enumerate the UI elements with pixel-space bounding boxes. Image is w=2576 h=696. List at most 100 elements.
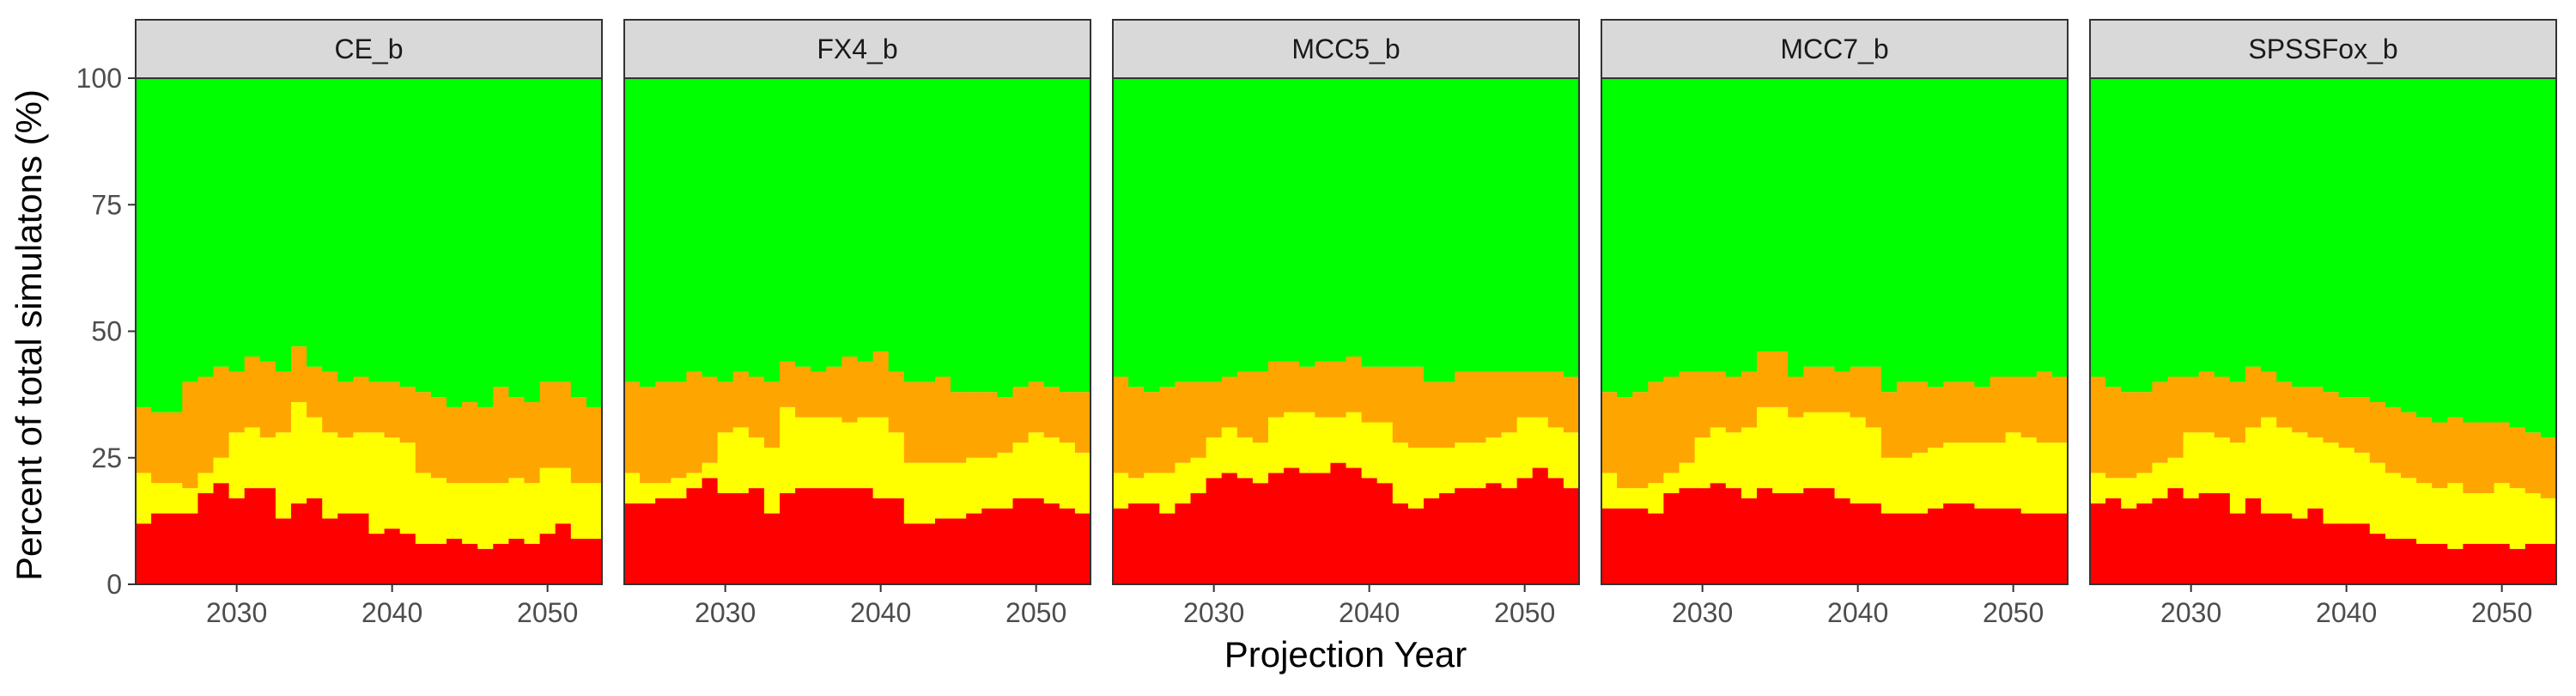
bar-orange [385,382,401,437]
bar-orange [1928,387,1944,448]
bar-red [795,488,811,584]
bar-orange [920,382,936,462]
bar-green [2354,78,2371,397]
bar-yellow [1928,448,1944,509]
bar-yellow [462,483,478,544]
bar-red [1159,514,1176,584]
bar-orange [493,387,509,483]
bar-yellow [353,432,369,513]
bar-orange [1850,367,1867,418]
bar-red [1284,468,1300,584]
bar-red [167,514,183,584]
bar-yellow [307,418,323,498]
bar-red [540,534,556,584]
bar-orange [1175,382,1191,462]
bar-red [749,488,765,584]
bar-green [2385,78,2402,407]
bar-orange [2199,372,2215,433]
bar-red [1564,488,1580,584]
bar-red [431,544,447,584]
bar-green [1835,78,1851,372]
bar-green [2021,78,2038,377]
bar-green [1803,78,1820,367]
bar-orange [1330,362,1346,418]
x-tick-label: 2050 [2471,597,2532,628]
bar-green [2037,78,2053,372]
facet-strip-label: MCC7_b [1780,34,1888,64]
bar-red [400,534,416,584]
bar-green [2541,78,2557,437]
bar-orange [1315,362,1331,418]
bar-yellow [2261,418,2277,514]
bar-red [1393,504,1409,584]
bar-green [431,78,447,397]
bar-orange [749,377,765,438]
bar-red [2416,544,2433,584]
bar-orange [1601,392,1618,473]
bar-yellow [1075,453,1091,514]
bar-green [369,78,386,382]
bar-green [571,78,587,397]
bar-green [1362,78,1378,367]
bar-green [2401,78,2417,412]
bar-green [1757,78,1773,351]
bar-yellow [935,463,951,519]
bar-green [2230,78,2246,382]
bar-orange [1237,372,1254,438]
bar-yellow [1237,437,1254,478]
bar-orange [214,367,230,458]
bar-yellow [214,458,230,483]
bar-red [1377,483,1394,584]
bar-green [1330,78,1346,362]
bar-orange [1757,351,1773,407]
bar-red [2037,514,2053,584]
bar-yellow [2385,473,2402,539]
bar-yellow [2432,488,2448,544]
bar-red [1191,493,1207,584]
bar-yellow [2006,432,2022,508]
bar-yellow [1632,488,1649,509]
bar-orange [981,392,998,458]
bar-green [151,78,167,412]
bar-yellow [2105,478,2122,498]
y-axis-title: Percent of total simulatons (%) [9,89,49,581]
bar-green [2152,78,2168,382]
bar-yellow [2494,483,2511,544]
bar-green [1617,78,1633,397]
bar-green [1517,78,1534,372]
bar-orange [1803,367,1820,412]
bar-yellow [2525,493,2542,544]
bar-red [1601,509,1618,584]
facet-strip-label: MCC5_b [1291,34,1400,64]
panel-MCC7_b: MCC7_b2030 2040 2050 [1601,20,2069,628]
bar-green [1075,78,1091,392]
bar-red [2479,544,2495,584]
bar-orange [1788,377,1804,418]
bar-red [2105,498,2122,584]
bar-green [702,78,719,377]
bar-green [1237,78,1254,372]
bar-green [462,78,478,402]
x-tick-label: 2050 [1005,597,1066,628]
bar-red [889,498,905,584]
bar-red [1299,473,1315,584]
bar-green [2416,78,2433,418]
bar-yellow [1206,437,1223,478]
bar-red [1928,509,1944,584]
bar-orange [525,402,541,483]
bar-green [1533,78,1549,372]
bar-orange [1772,351,1789,407]
bar-yellow [718,432,734,493]
bar-orange [2152,382,2168,462]
bar-red [385,528,401,584]
bar-red [2525,544,2542,584]
bar-yellow [416,473,432,543]
bar-yellow [2184,432,2200,498]
bar-yellow [780,407,796,493]
bar-yellow [966,458,982,514]
bar-orange [1617,397,1633,488]
y-tick-label: 75 [91,189,122,220]
bar-green [1439,78,1455,382]
bar-green [966,78,982,392]
bar-orange [1959,382,1975,443]
